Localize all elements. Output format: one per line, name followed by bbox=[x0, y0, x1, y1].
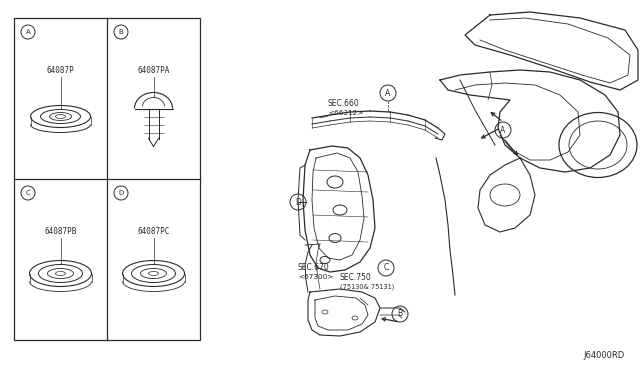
Text: B: B bbox=[397, 310, 403, 318]
Bar bbox=[14, 18, 200, 340]
Text: (75130& 75131): (75130& 75131) bbox=[340, 283, 394, 290]
Text: J64000RD: J64000RD bbox=[584, 351, 625, 360]
Text: A: A bbox=[26, 29, 30, 35]
Text: 64087PB: 64087PB bbox=[44, 227, 77, 236]
Text: D: D bbox=[295, 198, 301, 206]
Text: C: C bbox=[26, 190, 30, 196]
Text: SEC.660: SEC.660 bbox=[328, 99, 360, 108]
Text: D: D bbox=[118, 190, 124, 196]
Text: <66312>: <66312> bbox=[328, 110, 364, 116]
Text: SEC.670: SEC.670 bbox=[298, 263, 330, 272]
Text: C: C bbox=[383, 263, 388, 273]
Text: 64087PA: 64087PA bbox=[138, 66, 170, 75]
Text: <67300>: <67300> bbox=[298, 274, 333, 280]
Text: 64087P: 64087P bbox=[47, 66, 74, 75]
Text: B: B bbox=[118, 29, 124, 35]
Text: A: A bbox=[500, 125, 506, 135]
Text: A: A bbox=[385, 89, 390, 97]
Text: SEC.750: SEC.750 bbox=[340, 273, 372, 282]
Text: 64087PC: 64087PC bbox=[138, 227, 170, 236]
